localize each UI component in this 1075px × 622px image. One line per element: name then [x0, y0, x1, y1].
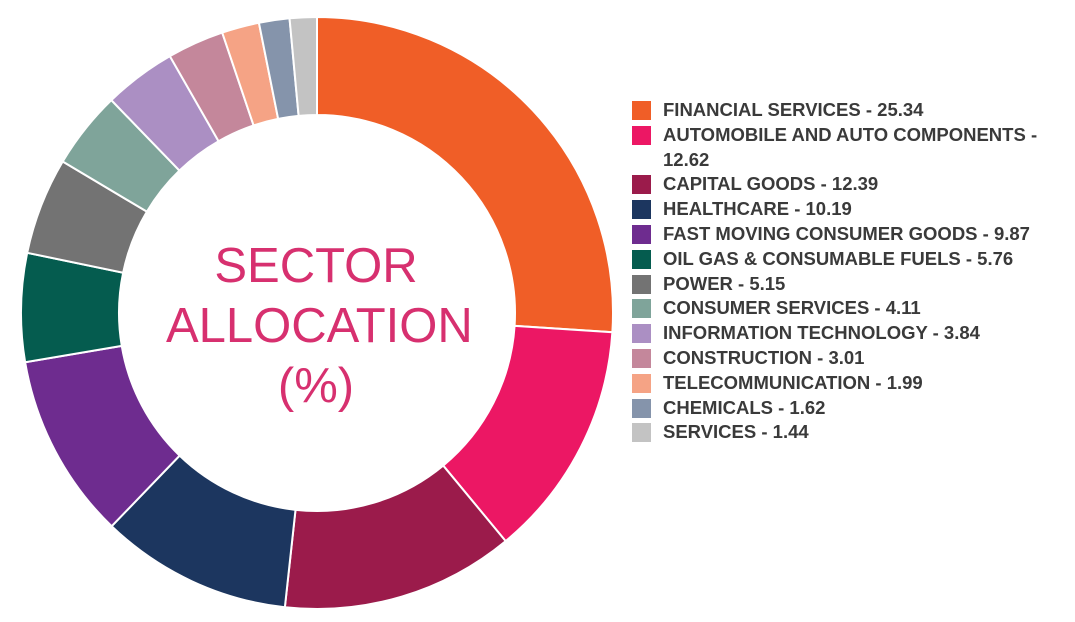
- legend-label: POWER - 5.15: [663, 272, 786, 294]
- legend-label: HEALTHCARE - 10.19: [663, 198, 852, 220]
- legend-item: SERVICES - 1.44: [632, 420, 1072, 445]
- legend-item: CONSTRUCTION - 3.01: [632, 346, 1072, 371]
- chart-title: SECTOR ALLOCATION (%): [166, 236, 473, 416]
- legend-swatch: [632, 249, 651, 269]
- chart-title-line-3: (%): [277, 359, 355, 413]
- legend-swatch: [632, 274, 651, 294]
- legend-label: FINANCIAL SERVICES - 25.34: [663, 99, 924, 120]
- legend-swatch: [632, 175, 651, 195]
- donut-slice: [316, 15, 614, 334]
- chart-title-line-2: ALLOCATION: [166, 299, 473, 353]
- legend-swatch: [632, 423, 651, 443]
- legend-label: TELECOMMUNICATION - 1.99: [663, 371, 923, 393]
- legend-item: INFORMATION TECHNOLOGY - 3.84: [632, 321, 1072, 346]
- legend-label: AUTOMOBILE AND AUTO COMPONENTS - 12.62: [663, 123, 1038, 170]
- chart-legend: FINANCIAL SERVICES - 25.34 AUTOMOBILE AND…: [632, 98, 1072, 445]
- legend-item: CHEMICALS - 1.62: [632, 396, 1072, 421]
- legend-swatch: [632, 398, 651, 418]
- legend-item: CONSUMER SERVICES - 4.11: [632, 296, 1072, 321]
- legend-item: FAST MOVING CONSUMER GOODS - 9.87: [632, 222, 1072, 247]
- chart-title-line-1: SECTOR: [214, 239, 418, 293]
- legend-swatch: [632, 224, 651, 244]
- legend-label: CONSTRUCTION - 3.01: [663, 346, 865, 368]
- legend-item: HEALTHCARE - 10.19: [632, 197, 1072, 222]
- legend-item: OIL GAS & CONSUMABLE FUELS - 5.76: [632, 247, 1072, 272]
- legend-item: FINANCIAL SERVICES - 25.34: [632, 98, 1072, 123]
- legend-label: FAST MOVING CONSUMER GOODS - 9.87: [663, 222, 1030, 244]
- legend-swatch: [632, 299, 651, 319]
- legend-item: TELECOMMUNICATION - 1.99: [632, 371, 1072, 396]
- donut-slice: [288, 15, 318, 117]
- legend-label: CHEMICALS - 1.62: [663, 396, 826, 418]
- legend-item: CAPITAL GOODS - 12.39: [632, 172, 1072, 197]
- legend-swatch: [632, 324, 651, 344]
- legend-label: OIL GAS & CONSUMABLE FUELS - 5.76: [663, 247, 1014, 269]
- donut-chart: [20, 15, 614, 610]
- legend-item: AUTOMOBILE AND AUTO COMPONENTS - 12.62: [632, 123, 1072, 173]
- legend-label: SERVICES - 1.44: [663, 421, 809, 443]
- legend-label: CONSUMER SERVICES - 4.11: [663, 297, 921, 319]
- legend-swatch: [632, 125, 651, 145]
- legend-label: INFORMATION TECHNOLOGY - 3.84: [663, 322, 980, 344]
- legend-swatch: [632, 101, 651, 120]
- legend-swatch: [632, 373, 651, 393]
- legend-swatch: [632, 348, 651, 368]
- legend-label: CAPITAL GOODS - 12.39: [663, 173, 879, 195]
- legend-swatch: [632, 200, 651, 220]
- legend-item: POWER - 5.15: [632, 272, 1072, 297]
